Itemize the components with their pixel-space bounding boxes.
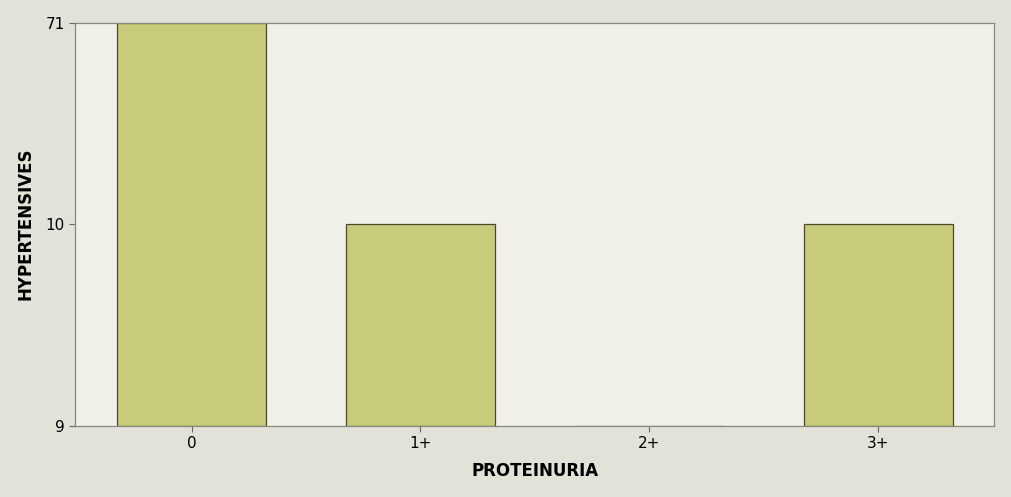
X-axis label: PROTEINURIA: PROTEINURIA — [471, 462, 599, 480]
Y-axis label: HYPERTENSIVES: HYPERTENSIVES — [16, 148, 34, 301]
Bar — [804, 224, 952, 426]
Bar — [117, 23, 266, 426]
Bar — [346, 224, 494, 426]
